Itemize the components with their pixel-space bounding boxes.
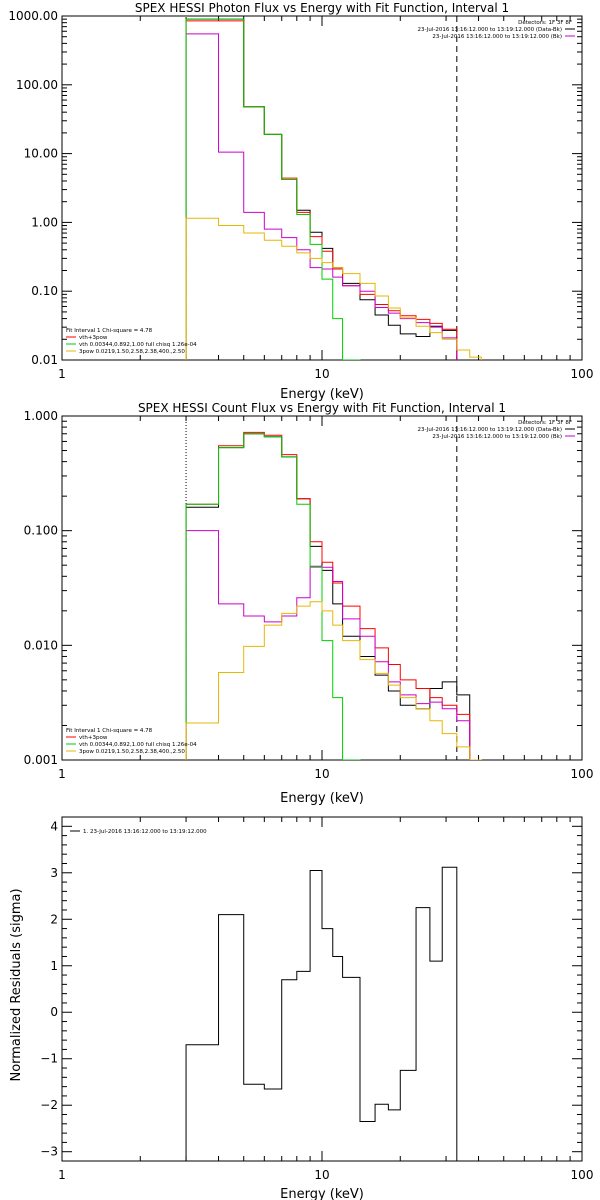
- chart-title: SPEX HESSI Count Flux vs Energy with Fit…: [138, 401, 506, 415]
- series-data-bk-line: [185, 433, 471, 760]
- y-tick-label: −2: [40, 1098, 58, 1112]
- legend-label: 23-Jul-2016 13:16:12.000 to 13:19:12.000…: [418, 427, 563, 433]
- legend-header: Detectors: 1F 3F 8F: [518, 20, 572, 26]
- legend-label: 23-Jul-2016 13:16:12.000 to 13:19:12.000…: [432, 434, 562, 440]
- y-tick-label: 1: [50, 959, 58, 973]
- y-tick-label: 4: [50, 819, 58, 833]
- fit-legend-header: Fit Interval 1 Chi-square = 4.78: [66, 728, 153, 734]
- legend-label: 23-Jul-2016 13:16:12.000 to 13:19:12.000…: [418, 27, 563, 33]
- series-vth-line: [185, 18, 361, 360]
- legend-label: 1. 23-Jul-2016 13:16:12.000 to 13:19:12.…: [83, 829, 207, 835]
- y-tick-label: −3: [40, 1145, 58, 1159]
- legend-label: vth+3pow: [79, 735, 108, 741]
- y-axis-label: Normalized Residuals (sigma): [9, 888, 24, 1081]
- y-tick-label: 0.010: [24, 638, 58, 652]
- y-tick-label: 100.00: [16, 78, 58, 92]
- series-3pow-line: [185, 217, 482, 360]
- series-bk-line: [185, 33, 458, 360]
- fit-legend-header: Fit Interval 1 Chi-square = 4.78: [66, 328, 153, 334]
- plot-frame: [61, 15, 583, 361]
- legend-header: Detectors: 1F 3F 8F: [518, 420, 572, 426]
- y-tick-label: 1000.00: [8, 9, 58, 23]
- y-tick-label: 10.00: [24, 147, 58, 161]
- legend-label: vth+3pow: [79, 335, 108, 341]
- y-tick-label: 0.01: [31, 353, 58, 367]
- series-3pow-line: [185, 601, 482, 760]
- y-tick-label: 1.00: [31, 215, 58, 229]
- y-tick-label: 2: [50, 912, 58, 926]
- x-tick-label: 100: [571, 367, 594, 381]
- y-tick-label: 0: [50, 1005, 58, 1019]
- chart-title: SPEX HESSI Photon Flux vs Energy with Fi…: [135, 1, 509, 15]
- legend-label: vth 0.00344,0.892,1.00 full chisq 1.26e-…: [79, 342, 197, 348]
- y-tick-label: 3: [50, 866, 58, 880]
- x-tick-label: 1: [58, 367, 66, 381]
- series-vth-3pow-line: [185, 431, 471, 760]
- legend-label: vth 0.00344,0.892,1.00 full chisq 1.26e-…: [79, 742, 197, 748]
- y-tick-label: −1: [40, 1052, 58, 1066]
- x-tick-label: 100: [571, 767, 594, 781]
- series-vth-line: [185, 433, 361, 760]
- x-tick-label: 100: [571, 1168, 594, 1182]
- x-tick-label: 10: [314, 1168, 329, 1182]
- series-1-23-jul-2016-13-16-12-000-to-13-19-12-000-line: [185, 866, 458, 1161]
- x-axis-label: Energy (keV): [280, 387, 364, 402]
- y-tick-label: 1.000: [24, 409, 58, 423]
- x-axis-label: Energy (keV): [280, 791, 364, 806]
- series-bk-line: [185, 530, 471, 760]
- x-tick-label: 10: [314, 767, 329, 781]
- legend-label: 3pow 0.0219,1.50,2.58,2.38,400.,2.50: [79, 749, 185, 755]
- legend-label: 3pow 0.0219,1.50,2.58,2.38,400.,2.50: [79, 349, 185, 355]
- x-tick-label: 1: [58, 767, 66, 781]
- x-axis-label: Energy (keV): [280, 1187, 364, 1200]
- x-tick-label: 1: [58, 1168, 66, 1182]
- y-tick-label: 0.100: [24, 524, 58, 538]
- y-tick-label: 0.001: [24, 753, 58, 767]
- x-tick-label: 10: [314, 367, 329, 381]
- legend-label: 23-Jul-2016 13:16:12.000 to 13:19:12.000…: [432, 34, 562, 40]
- series-data-bk-line: [185, 18, 458, 360]
- y-tick-label: 0.10: [31, 284, 58, 298]
- series-vth-3pow-line: [185, 20, 458, 360]
- count-flux-panel: SPEX HESSI Count Flux vs Energy with Fit…: [24, 401, 594, 806]
- plot-frame: [61, 816, 583, 1162]
- photon-flux-panel: SPEX HESSI Photon Flux vs Energy with Fi…: [8, 1, 593, 402]
